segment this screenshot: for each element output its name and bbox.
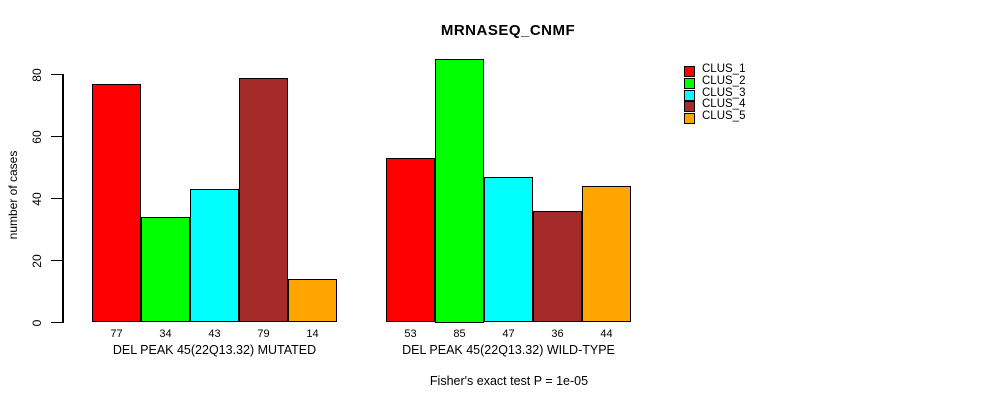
group-label-2: DEL PEAK 45(22Q13.32) WILD-TYPE (402, 343, 615, 357)
bar-value-label: 47 (502, 328, 515, 340)
bar-value-label: 44 (600, 328, 613, 340)
group-label-1: DEL PEAK 45(22Q13.32) MUTATED (112, 343, 317, 357)
bar-clus_1-group1 (92, 83, 141, 323)
legend-label: CLUS_4 (702, 98, 746, 111)
legend-swatch-icon (684, 66, 695, 77)
bar-clus_4-group2 (533, 210, 582, 323)
legend-item-clus_1: CLUS_1 (684, 63, 746, 77)
legend-item-clus_3: CLUS_3 (684, 86, 746, 101)
y-tick-mark (51, 321, 62, 324)
y-tick-mark (51, 73, 62, 76)
y-tick-label: 40 (30, 191, 44, 206)
legend-swatch-icon (684, 77, 695, 89)
y-tick-label: 0 (30, 319, 44, 326)
bar-clus_3-group1 (190, 189, 239, 323)
legend-swatch-icon (684, 89, 695, 101)
y-tick-mark (51, 197, 62, 200)
bar-clus_4-group1 (239, 77, 288, 323)
y-tick-mark (51, 135, 62, 138)
bar-clus_2-group1 (141, 217, 190, 323)
bar-clus_3-group2 (484, 176, 533, 323)
bar-value-label: 36 (551, 328, 564, 340)
bar-value-label: 14 (306, 328, 319, 340)
legend-item-clus_5: CLUS_5 (684, 110, 746, 125)
legend-item-clus_2: CLUS_2 (684, 74, 746, 89)
bar-clus_5-group2 (582, 186, 631, 323)
legend-swatch-icon (684, 113, 695, 125)
bar-clus_5-group1 (288, 279, 337, 323)
y-tick-label: 80 (30, 67, 44, 82)
chart-title: MRNASEQ_CNMF (440, 22, 576, 39)
fisher-test-annotation: Fisher's exact test P = 1e-05 (429, 374, 589, 388)
legend-swatch-icon (684, 101, 695, 113)
bar-value-label: 34 (159, 328, 172, 340)
bar-clus_2-group2 (435, 59, 484, 323)
bar-clus_1-group2 (386, 158, 435, 323)
y-tick-mark (51, 259, 62, 262)
y-axis-label: number of cases (6, 150, 20, 240)
legend-label: CLUS_2 (702, 74, 746, 87)
legend-label: CLUS_5 (702, 110, 746, 123)
bar-value-label: 43 (208, 328, 221, 340)
bar-value-label: 53 (404, 328, 417, 340)
legend-label: CLUS_1 (702, 63, 746, 75)
bar-value-label: 79 (257, 328, 270, 340)
bar-value-label: 85 (453, 328, 466, 340)
y-tick-label: 60 (30, 129, 44, 144)
y-axis-line (62, 74, 64, 323)
legend-item-clus_4: CLUS_4 (684, 98, 746, 113)
bar-value-label: 77 (110, 328, 123, 340)
legend-label: CLUS_3 (702, 86, 746, 99)
y-tick-label: 20 (30, 253, 44, 268)
